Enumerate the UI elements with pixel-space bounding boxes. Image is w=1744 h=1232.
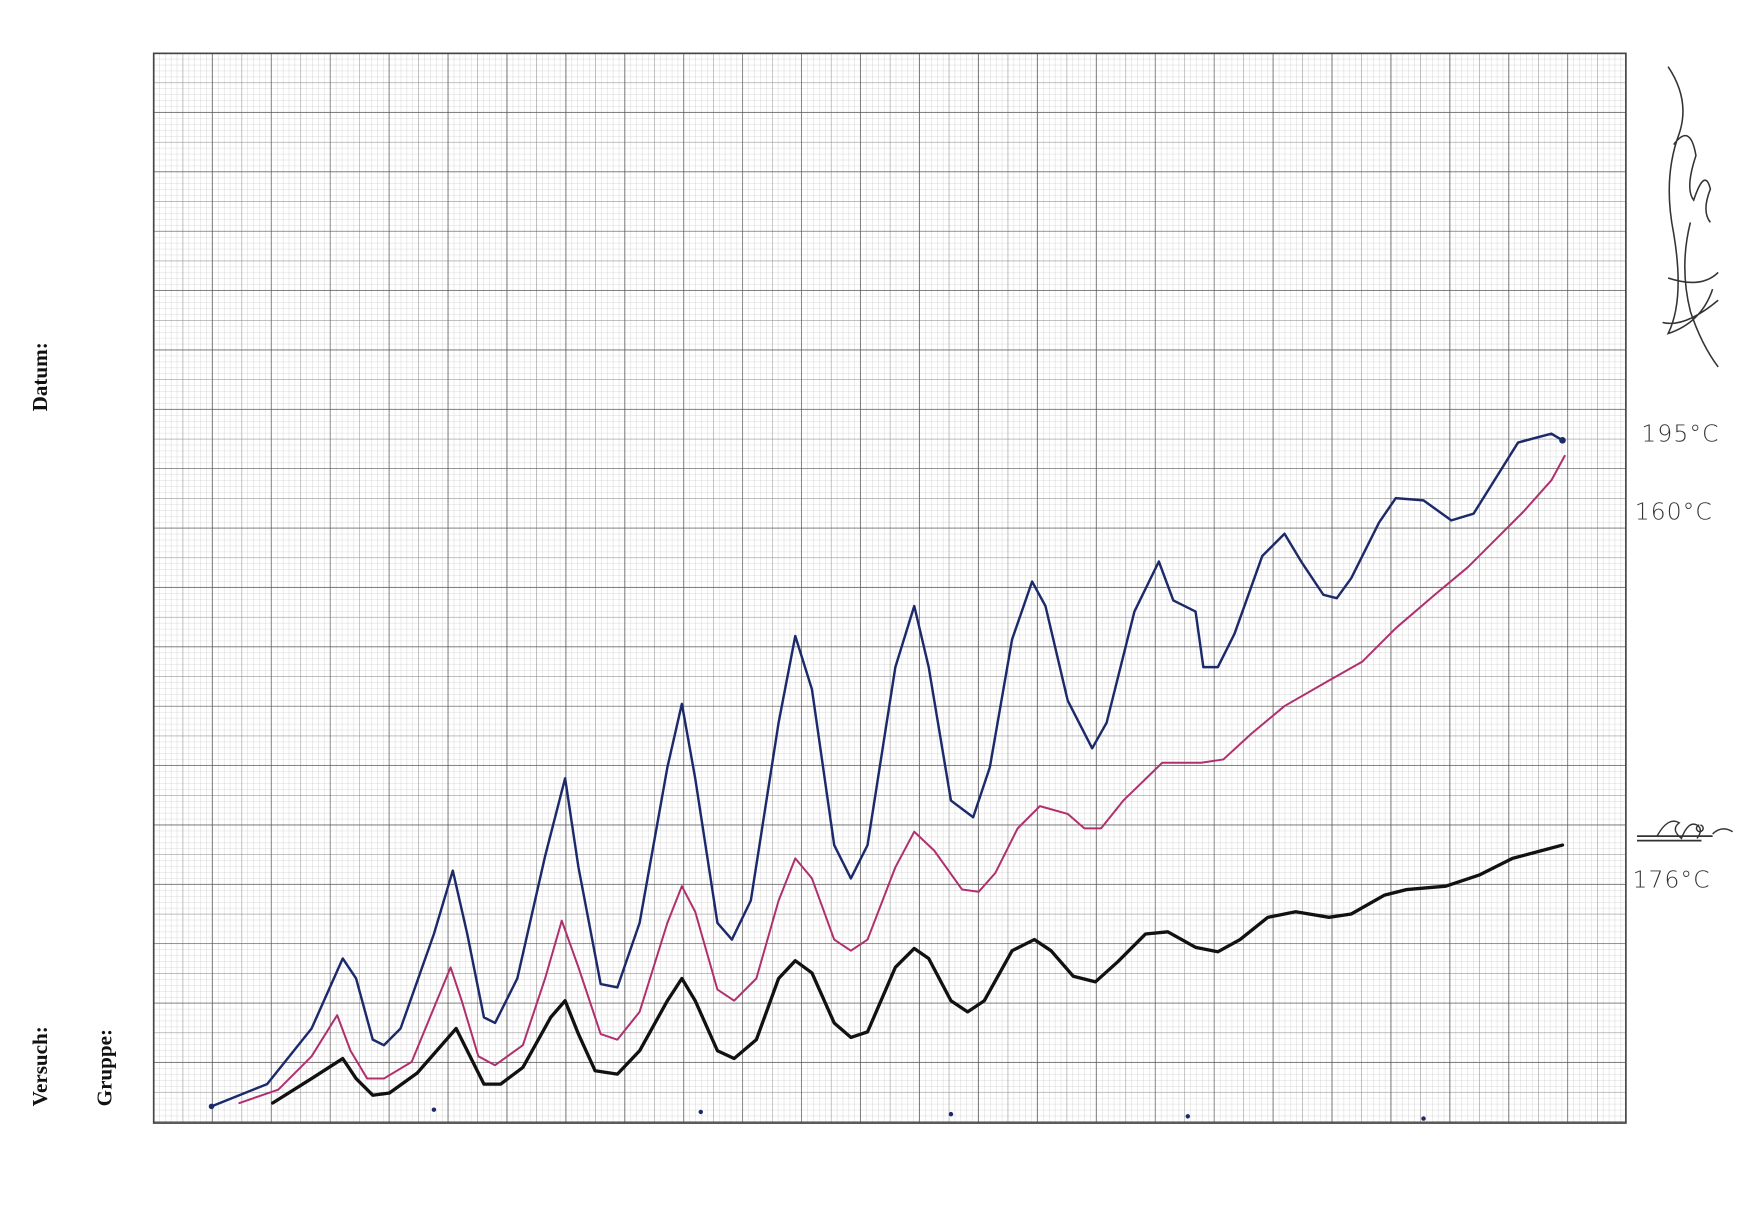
date-label: Datum: bbox=[28, 342, 52, 411]
curve-blue-label: 195°C bbox=[1641, 419, 1719, 447]
curve-magenta bbox=[238, 454, 1566, 1105]
graph-paper bbox=[152, 52, 1627, 1124]
curve-black bbox=[271, 843, 1565, 1105]
crossed-out-note bbox=[1636, 820, 1733, 842]
curve-magenta-label: 160°C bbox=[1635, 497, 1713, 525]
curve-black-label: 176°C bbox=[1633, 865, 1711, 893]
signature bbox=[1662, 66, 1719, 368]
group-label: Gruppe: bbox=[92, 1029, 116, 1106]
baseline-dots bbox=[208, 436, 1566, 1121]
experiment-label: Versuch: bbox=[28, 1026, 52, 1106]
curve-blue bbox=[210, 432, 1564, 1108]
